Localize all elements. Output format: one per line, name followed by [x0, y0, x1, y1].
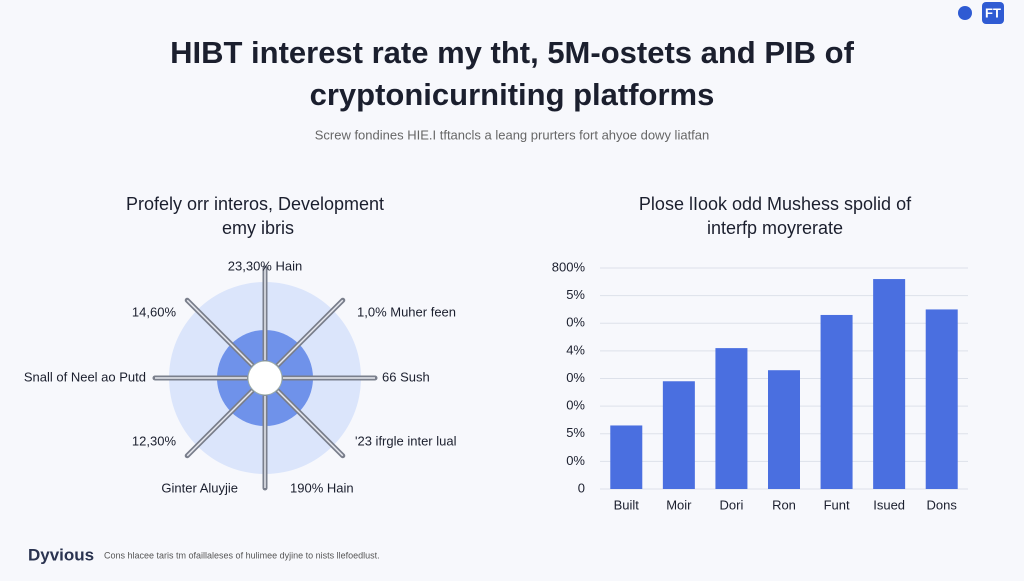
brand: Dyvious [28, 545, 94, 564]
chart-title: Profely orr interos, Development [126, 194, 384, 214]
x-tick-label: Funt [824, 497, 850, 512]
bar [662, 381, 695, 489]
title: HIBT interest rate my tht, 5M-ostets and… [170, 35, 854, 70]
spoke-label: 1,0% Muher feen [357, 304, 456, 319]
bar [925, 309, 958, 489]
bar [820, 314, 853, 489]
x-tick-label: Dons [927, 497, 958, 512]
bar [873, 279, 906, 489]
bar [715, 348, 748, 489]
y-tick-label: 0% [566, 453, 585, 468]
spoke-highlight [186, 390, 253, 457]
y-tick-label: 5% [566, 425, 585, 440]
spoke-label: 23,30% Hain [228, 258, 302, 273]
spoke-label: Ginter Aluyjie [161, 480, 238, 495]
y-tick-label: 0% [566, 315, 585, 330]
x-tick-label: Isued [873, 497, 905, 512]
y-tick-label: 0% [566, 398, 585, 413]
x-tick-label: Built [614, 497, 640, 512]
title: cryptonicurniting platforms [310, 77, 715, 112]
subtitle: Screw fondines HIE.I tftancls a leang pr… [315, 127, 710, 142]
chart-title: Plose lIook odd Mushess spolid of [639, 194, 912, 214]
spoke-label: Snall of Neel ao Putd [24, 369, 146, 384]
logo: FT [985, 5, 1001, 20]
radial-chart [152, 265, 378, 491]
footer-note: Cons hlacee taris tm ofaillaleses of hul… [104, 550, 380, 560]
bar [768, 370, 800, 489]
spoke-label: 14,60% [132, 304, 177, 319]
hub [247, 360, 283, 396]
spoke-label: 12,30% [132, 433, 177, 448]
bar [610, 425, 643, 489]
chart-title: emy ibris [222, 218, 294, 238]
y-tick-label: 800% [552, 259, 586, 274]
spoke-label: '23 ifrgle inter lual [355, 433, 457, 448]
spoke-highlight [277, 299, 344, 366]
spoke-highlight [186, 299, 253, 366]
logo-box [982, 2, 1004, 24]
chart-title: interfp moyrerate [707, 218, 843, 238]
y-tick-label: 0% [566, 370, 585, 385]
x-tick-label: Dori [720, 497, 744, 512]
y-tick-label: 4% [566, 342, 585, 357]
y-tick-label: 0 [578, 480, 585, 495]
logo-icon [958, 6, 972, 20]
spoke-label: 190% Hain [290, 480, 354, 495]
spoke-label: 66 Sush [382, 369, 430, 384]
x-tick-label: Moir [666, 497, 692, 512]
y-tick-label: 5% [566, 287, 585, 302]
spoke-highlight [277, 390, 344, 457]
x-tick-label: Ron [772, 497, 796, 512]
